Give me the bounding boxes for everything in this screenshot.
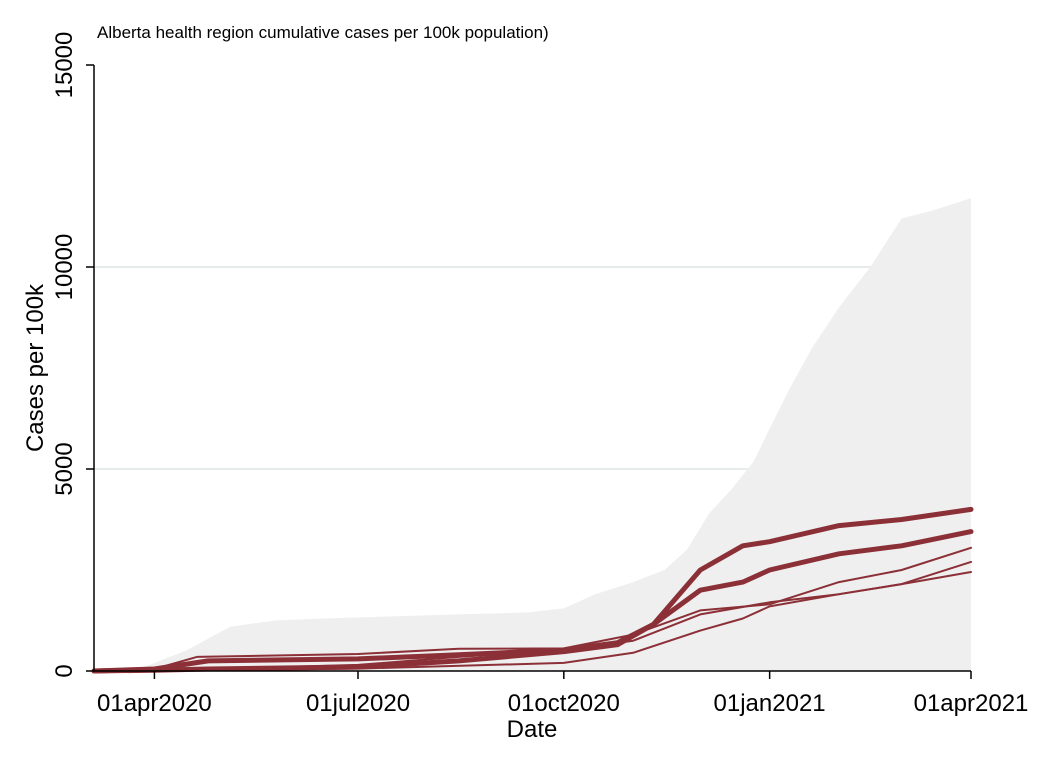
- y-tick-label: 15000: [51, 32, 78, 99]
- x-tick-label: 01apr2020: [97, 690, 212, 717]
- series-line-3: [93, 546, 972, 672]
- y-tick-label: 0: [51, 664, 78, 677]
- range-band: [94, 198, 971, 672]
- series-line-5: [93, 571, 972, 672]
- x-tick-label: 01jan2021: [714, 690, 826, 717]
- range-band-area: [94, 198, 971, 672]
- x-tick-label: 01jul2020: [306, 690, 410, 717]
- x-tick-label: 01apr2021: [914, 690, 1029, 717]
- y-axis-title: Cases per 100k: [22, 283, 49, 452]
- series-lines: [91, 506, 974, 674]
- y-tick-label: 10000: [51, 234, 78, 301]
- y-tick-label: 5000: [51, 442, 78, 495]
- x-axis-title: Date: [507, 716, 558, 743]
- chart-title: Alberta health region cumulative cases p…: [97, 23, 549, 42]
- axes: 0 5000 10000 15000 01apr2020 01jul2020 01oct20…: [51, 32, 1028, 717]
- x-tick-label: 01oct2020: [508, 690, 620, 717]
